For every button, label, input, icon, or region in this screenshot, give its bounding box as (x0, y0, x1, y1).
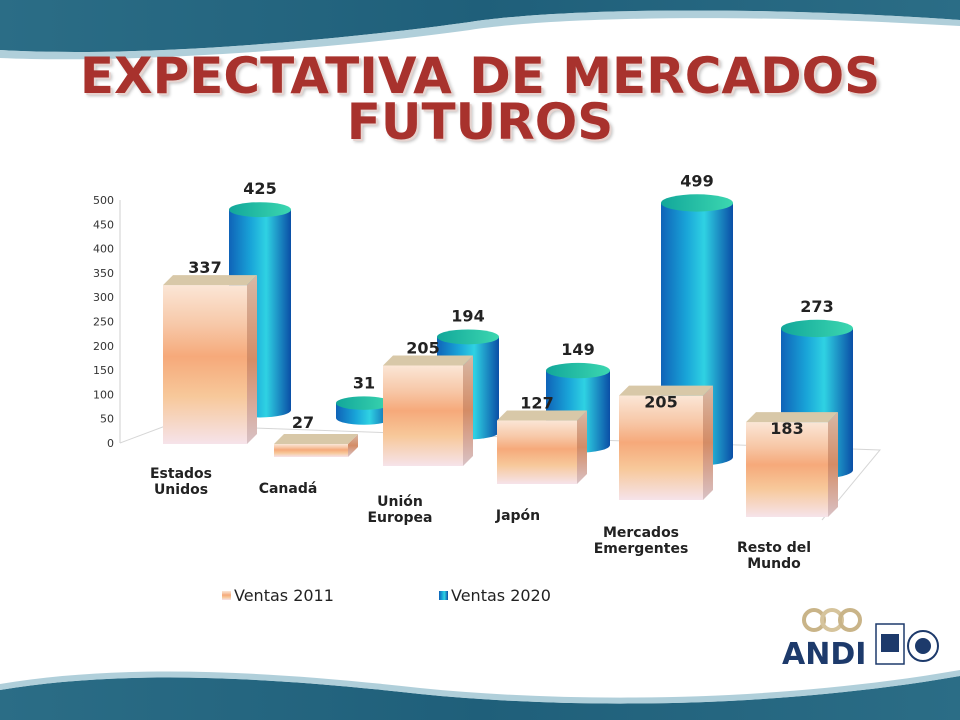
box-top (383, 355, 473, 366)
y-tick-label: 200 (93, 340, 114, 353)
y-tick-label: 500 (93, 194, 114, 207)
legend-item: Ventas 2020 (439, 586, 551, 605)
legend-label: Ventas 2011 (234, 586, 334, 605)
data-label-2020: 499 (680, 171, 713, 190)
data-label-2020: 31 (353, 373, 375, 392)
cylinder-top (546, 362, 610, 379)
legend-swatch (439, 591, 448, 600)
box-side (703, 385, 713, 500)
y-tick-label: 450 (93, 218, 114, 231)
y-tick-label: 250 (93, 316, 114, 329)
data-label-2020: 273 (800, 297, 833, 316)
bar-ventas-2011 (163, 275, 257, 444)
y-tick-label: 50 (100, 413, 114, 426)
box-front (163, 285, 247, 444)
box-front (497, 420, 577, 484)
box-side (463, 355, 473, 466)
box-top (497, 410, 587, 421)
top-banner (0, 0, 960, 52)
top-banner-highlight (0, 10, 960, 60)
cylinder-top (661, 194, 733, 212)
bar-ventas-2011 (497, 410, 587, 484)
category-label: Canadá (259, 481, 318, 497)
box-top (619, 385, 713, 396)
iqnet-seal-mark (915, 638, 931, 654)
y-tick-label: 350 (93, 267, 114, 280)
cylinder-top (781, 319, 853, 338)
data-label-2011: 205 (406, 338, 439, 357)
logo-wordmark: ANDI (782, 637, 866, 670)
box-top (274, 434, 358, 445)
box-side (577, 410, 587, 484)
cylinder-top (336, 396, 392, 410)
box-side (828, 412, 838, 517)
certification-seal-mark (881, 634, 899, 652)
data-label-2011: 183 (770, 419, 803, 438)
data-label-2020: 194 (451, 306, 484, 325)
category-label: Japón (495, 508, 540, 524)
data-label-2011: 127 (520, 394, 553, 413)
bottom-banner-highlight (0, 670, 960, 704)
category-label: Unión Europea (367, 494, 432, 526)
category-label: Estados Unidos (150, 466, 212, 498)
legend-item: Ventas 2011 (222, 586, 334, 605)
cylinder-top (229, 202, 291, 218)
bottom-banner (0, 676, 960, 720)
box-side (348, 434, 358, 457)
legend-label: Ventas 2020 (451, 586, 551, 605)
y-tick-label: 0 (107, 437, 114, 450)
bar-ventas-2020 (336, 396, 392, 425)
box-top (746, 412, 838, 423)
slide-title-line1: EXPECTATIVA DE MERCADOS (79, 47, 881, 105)
bar-ventas-2011 (383, 355, 473, 466)
box-front (274, 444, 348, 457)
category-label: Resto del Mundo (737, 540, 811, 572)
data-label-2011: 27 (292, 413, 314, 432)
box-front (746, 422, 828, 517)
y-tick-label: 300 (93, 291, 114, 304)
box-front (383, 365, 463, 466)
box-side (247, 275, 257, 444)
y-tick-label: 150 (93, 364, 114, 377)
andi-logo: ANDI (782, 608, 939, 670)
bar-ventas-2011 (274, 434, 358, 457)
data-label-2011: 205 (644, 393, 677, 412)
slide-title-line2: FUTUROS (346, 93, 614, 151)
logo-rings-icon (802, 608, 862, 632)
data-label-2020: 149 (561, 340, 594, 359)
bar-ventas-2011 (619, 385, 713, 500)
category-label: Mercados Emergentes (594, 525, 689, 557)
y-tick-label: 100 (93, 388, 114, 401)
data-label-2011: 337 (188, 258, 221, 277)
y-tick-label: 400 (93, 243, 114, 256)
legend-swatch (222, 591, 231, 600)
box-top (163, 275, 257, 286)
box-front (619, 395, 703, 500)
cylinder-top (437, 329, 499, 345)
data-label-2020: 425 (243, 179, 276, 198)
bar-ventas-2011 (746, 412, 838, 517)
